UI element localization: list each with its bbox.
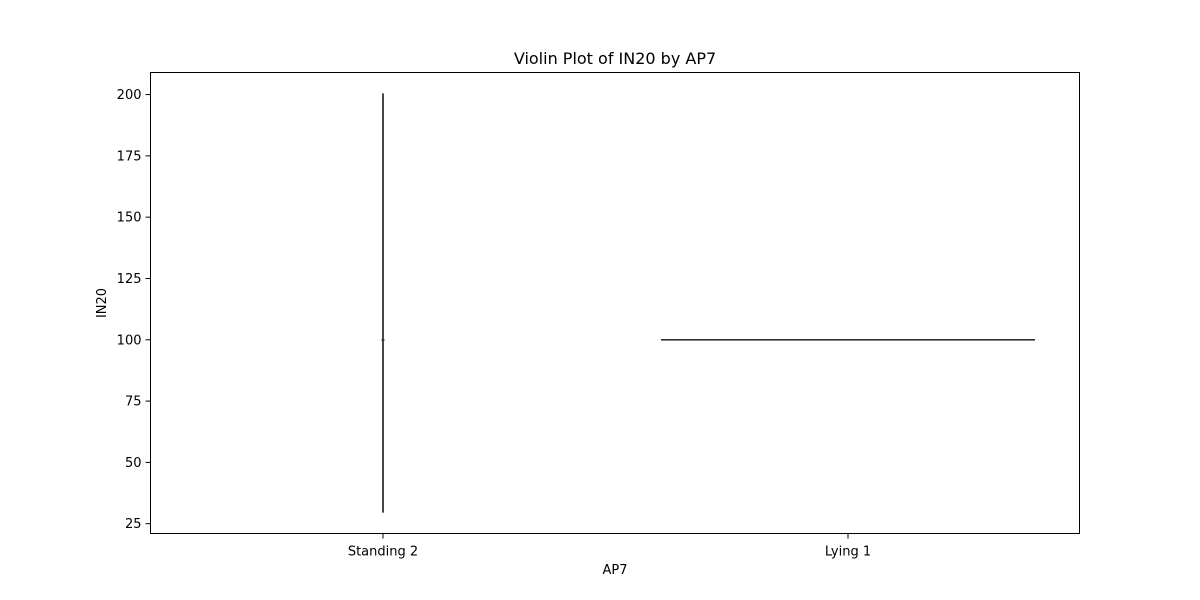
y-tick-label: 125: [117, 272, 142, 287]
y-tick-label: 50: [125, 456, 142, 471]
y-tick-label: 25: [125, 517, 142, 532]
x-axis: Standing 2 Lying 1: [348, 533, 871, 560]
y-tick-label: 100: [117, 333, 142, 348]
x-tick-label: Standing 2: [348, 545, 418, 560]
y-axis: 25 50 75 100 125 150 175 200: [117, 88, 151, 532]
y-axis-label: IN20: [95, 288, 110, 318]
plot-area: [150, 72, 1080, 534]
y-tick-label: 175: [117, 149, 142, 164]
x-tick-label: Lying 1: [825, 545, 871, 560]
x-axis-label: AP7: [602, 563, 627, 578]
y-tick-label: 75: [125, 395, 142, 410]
violin-marks: [381, 93, 1035, 513]
chart-title: Violin Plot of IN20 by AP7: [514, 49, 716, 68]
y-tick-label: 150: [117, 211, 142, 226]
y-tick-label: 200: [117, 88, 142, 103]
